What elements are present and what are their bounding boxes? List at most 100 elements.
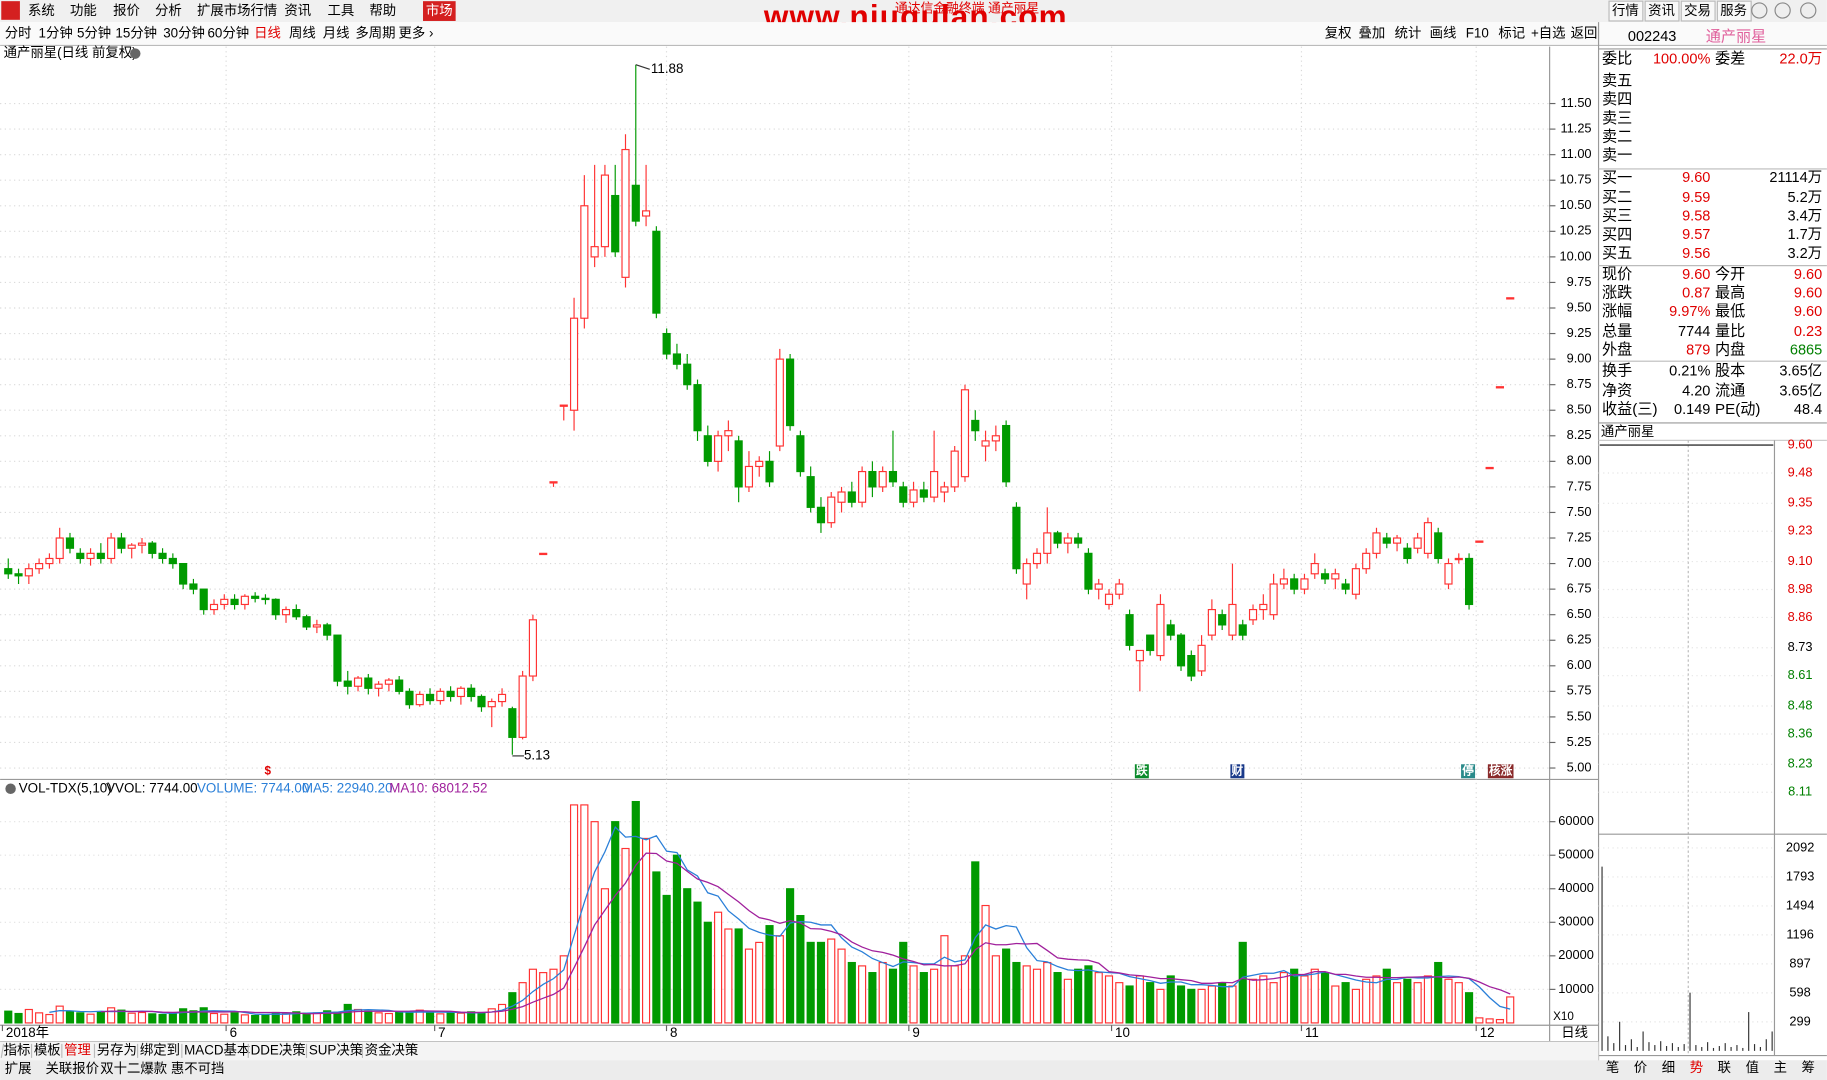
status-item[interactable]: 扩展 [5, 1061, 32, 1076]
volume-bar [86, 1013, 95, 1024]
indicator-tab[interactable]: 绑定到 [140, 1042, 180, 1057]
period-button[interactable]: 月线 [323, 25, 350, 40]
intraday-tab[interactable]: 细 [1662, 1060, 1675, 1075]
indicator-tab[interactable]: MACD基本 [184, 1041, 250, 1057]
period-button[interactable]: 5分钟 [77, 24, 111, 40]
menu-item[interactable]: 扩展市场行情 [197, 2, 277, 18]
chart-menu-icon[interactable] [130, 48, 141, 59]
period-button[interactable]: 30分钟 [163, 24, 205, 40]
intraday-tab[interactable]: 值 [1746, 1060, 1759, 1075]
event-label[interactable]: 核涨 [1489, 763, 1513, 777]
menu-item[interactable]: 功能 [70, 3, 97, 18]
candle-body [508, 708, 517, 738]
event-badge[interactable] [1461, 764, 1476, 779]
menu-item[interactable]: 报价 [113, 3, 140, 18]
candle-body [1341, 583, 1350, 590]
period-button[interactable]: 15分钟 [115, 24, 157, 40]
period-button[interactable]: 日线 [254, 25, 281, 40]
intraday-y-label: 8.98 [1788, 581, 1813, 596]
button-frame[interactable] [1716, 0, 1752, 22]
status-item[interactable]: 双十二爆款 惠不可挡 [100, 1061, 224, 1076]
x-tick-label: 8 [670, 1025, 677, 1040]
period-button[interactable]: 分时 [5, 25, 32, 40]
volume-bar [405, 1010, 414, 1024]
volume-bar [1115, 982, 1124, 1024]
indicator-tab[interactable]: 资金决策 [365, 1041, 419, 1057]
volume-bar [1259, 975, 1268, 1024]
stock-code: 002243 [1628, 29, 1677, 45]
candle-body [786, 358, 795, 427]
indicator-tab[interactable]: 指标 [4, 1042, 31, 1057]
tool-button[interactable]: 叠加 [1359, 25, 1386, 40]
indicator-tab[interactable]: SUP决策 [309, 1041, 363, 1057]
menu-item[interactable]: 工具 [327, 3, 354, 18]
tool-button[interactable]: 统计 [1395, 25, 1422, 40]
volume-bar [744, 948, 754, 1024]
market-button[interactable]: 市场 [426, 2, 453, 18]
event-label[interactable]: 财 [1231, 763, 1244, 777]
event-badge[interactable] [1230, 764, 1245, 779]
event-label[interactable]: 停 [1462, 763, 1474, 777]
window-control[interactable] [1774, 2, 1791, 19]
volume-bar [199, 1007, 208, 1024]
period-button[interactable]: 60分钟 [207, 24, 249, 40]
indicator-tab[interactable]: 模板 [34, 1042, 61, 1057]
ma10-line [100, 852, 1511, 1015]
candle-body [467, 687, 476, 698]
period-button[interactable]: 更多 › [399, 24, 434, 40]
tool-button[interactable]: 复权 [1325, 24, 1352, 40]
candle-body [1464, 557, 1474, 606]
top-button[interactable]: 行情 [1612, 3, 1639, 18]
intraday-tab[interactable]: 势 [1690, 1060, 1703, 1075]
candle-body [209, 603, 219, 611]
y-tick-label: 9.75 [1567, 274, 1592, 289]
volume-bar [1135, 975, 1144, 1024]
event-label[interactable]: 跌 [1136, 763, 1148, 777]
candle-body [950, 450, 959, 488]
volume-bar [1372, 975, 1381, 1024]
period-button[interactable]: 多周期 [355, 24, 395, 40]
intraday-tab[interactable]: 笔 [1606, 1060, 1619, 1075]
button-frame[interactable] [1644, 0, 1680, 22]
volume-bar [837, 948, 846, 1024]
tool-button[interactable]: F10 [1466, 25, 1489, 40]
period-button[interactable]: 周线 [289, 25, 316, 40]
event-label[interactable]: $ [265, 764, 272, 777]
intraday-tab[interactable]: 筹 [1802, 1059, 1815, 1075]
intraday-tab[interactable]: 价 [1634, 1060, 1647, 1075]
event-badge[interactable] [1134, 764, 1149, 779]
app-icon [1, 1, 20, 20]
candle-body [343, 680, 352, 687]
indicator-tab[interactable]: 另存为 [97, 1042, 137, 1057]
intraday-tab[interactable]: 主 [1774, 1060, 1787, 1075]
button-frame[interactable] [1680, 0, 1716, 22]
volume-bar [1053, 972, 1062, 1024]
menu-item[interactable]: 帮助 [369, 3, 396, 18]
tool-button[interactable]: 标记 [1498, 25, 1525, 40]
menu-item[interactable]: 分析 [155, 3, 182, 18]
top-button[interactable]: 资讯 [1648, 3, 1675, 18]
button-frame[interactable] [1608, 0, 1644, 22]
quote-value: 9.97% [1669, 304, 1710, 320]
menu-item[interactable]: 资讯 [284, 3, 311, 18]
period-button[interactable]: 1分钟 [39, 24, 73, 40]
indicator-tab[interactable]: DDE决策 [251, 1041, 306, 1057]
menu-item[interactable]: 系统 [28, 3, 55, 18]
quote-value: 9.56 [1682, 246, 1710, 262]
top-button[interactable]: 交易 [1684, 2, 1711, 18]
candle-body [107, 537, 116, 560]
event-badge[interactable] [1487, 764, 1514, 779]
indicator-tab[interactable]: 管理 [64, 1042, 91, 1057]
top-button[interactable]: 服务 [1720, 3, 1747, 18]
tool-button[interactable]: +自选 [1531, 25, 1566, 40]
vol-menu-icon[interactable] [5, 783, 16, 794]
market-button-bg[interactable] [423, 1, 456, 21]
tool-button[interactable]: 画线 [1430, 25, 1457, 40]
intraday-tab[interactable]: 联 [1718, 1060, 1731, 1075]
volume-bar [611, 821, 620, 1024]
quote-name: 内盘 [1715, 341, 1745, 359]
window-control[interactable] [1751, 2, 1768, 19]
status-item[interactable]: 关联报价 [46, 1061, 100, 1076]
window-control[interactable] [1800, 2, 1817, 19]
tool-button[interactable]: 返回 [1571, 25, 1598, 40]
